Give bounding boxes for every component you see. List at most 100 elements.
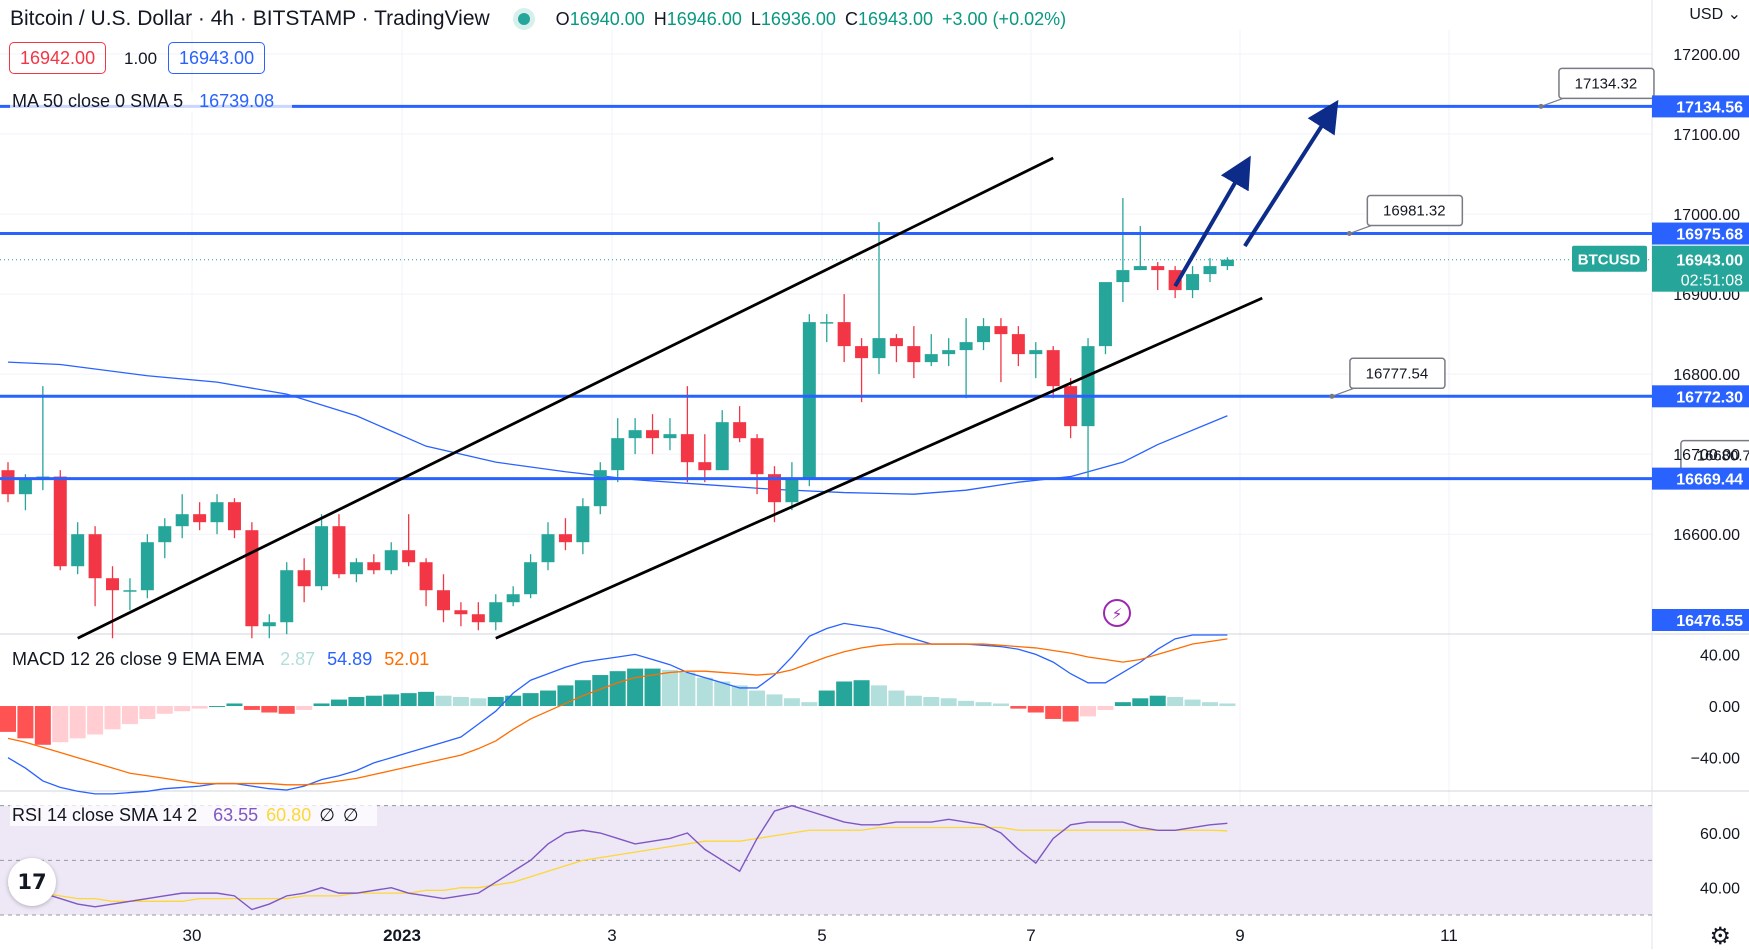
macd-hist-bar	[261, 706, 278, 713]
candle-body	[1029, 350, 1043, 355]
bottom-price-label: 16476.55	[1676, 613, 1743, 630]
candle-body	[872, 338, 886, 359]
rsi-axis-tick: 60.00	[1700, 826, 1740, 843]
channel-upper-line	[77, 156, 1054, 640]
candle-body	[733, 422, 747, 439]
candle-body	[855, 346, 869, 359]
macd-hist-bar	[1149, 695, 1166, 707]
candle-body	[959, 342, 973, 351]
candle-body	[663, 434, 677, 439]
sell-button[interactable]: 16942.00	[9, 42, 107, 74]
candle-body	[593, 470, 607, 507]
candle-body	[680, 434, 694, 463]
macd-hist-bar	[104, 706, 121, 730]
macd-line	[7, 622, 1228, 795]
macd-hist-bar	[348, 697, 365, 707]
macd-hist-bar	[975, 702, 992, 707]
price-callout-text: 16680.75	[1697, 448, 1749, 465]
macd-hist-bar	[888, 690, 905, 707]
candle-body	[994, 326, 1008, 335]
macd-axis-tick: 0.00	[1709, 699, 1740, 716]
macd-hist-bar	[278, 706, 295, 714]
macd-hist-bar	[958, 700, 975, 707]
candle-body	[262, 622, 276, 627]
candle-body	[907, 346, 921, 363]
macd-axis-tick: −40.00	[1691, 751, 1740, 768]
symbol-title[interactable]: Bitcoin / U.S. Dollar · 4h · BITSTAMP · …	[10, 7, 490, 30]
rsi-line	[7, 804, 1228, 911]
macd-hist-bar	[383, 694, 400, 707]
candle-body	[541, 534, 555, 563]
candle-body	[924, 354, 938, 363]
candle-body	[1203, 266, 1217, 275]
candle-body	[280, 570, 294, 623]
candle-body	[698, 462, 712, 471]
trend-arrow	[1243, 99, 1339, 248]
macd-legend[interactable]: MACD 12 26 close 9 EMA EMA 2.87 54.89 52.01	[10, 649, 448, 670]
level-price-label: 16772.30	[1676, 389, 1743, 406]
price-axis-tick: 16700.00	[1673, 447, 1740, 464]
candle-body	[1133, 266, 1147, 271]
callout-anchor	[1538, 103, 1544, 109]
macd-hist-bar	[1097, 706, 1114, 710]
candle-body	[53, 476, 67, 567]
level-price-tag	[1652, 467, 1749, 490]
macd-hist-bar	[243, 706, 260, 710]
macd-hist-bar	[452, 697, 469, 707]
tradingview-logo-icon[interactable]: 17	[8, 858, 56, 906]
channel-lower-line	[495, 296, 1263, 640]
macd-hist-bar	[661, 669, 678, 707]
spread-value: 1.00	[124, 49, 158, 68]
rsi-na-2: ∅	[342, 805, 359, 825]
candle-body	[210, 502, 224, 523]
macd-hist-bar	[1010, 706, 1027, 709]
ma-legend[interactable]: MA 50 close 0 SMA 5 16739.08	[10, 91, 293, 112]
candle-body	[158, 526, 172, 543]
macd-hist-bar	[627, 668, 644, 707]
candle-body	[367, 562, 381, 571]
macd-hist-bar	[1062, 706, 1079, 722]
last-price-label: 16943.00	[1676, 253, 1743, 270]
macd-hist-bar	[522, 693, 539, 707]
candle-body	[349, 562, 363, 575]
candles	[1, 198, 1234, 639]
buy-button[interactable]: 16943.00	[168, 42, 266, 74]
callout-pointer	[1540, 97, 1564, 107]
candle-body	[88, 534, 102, 579]
candle-body	[576, 506, 590, 543]
macd-hist-bar	[1219, 703, 1236, 707]
macd-hist-bar	[156, 706, 173, 714]
candle-body	[106, 578, 120, 591]
macd-hist-bar	[174, 706, 191, 712]
macd-hist-bar	[418, 691, 435, 707]
macd-hist-bar	[940, 698, 957, 707]
level-price-label: 16975.68	[1676, 227, 1743, 244]
candle-body	[402, 550, 416, 563]
price-callout-box	[1366, 194, 1464, 227]
candle-body	[384, 550, 398, 571]
rsi-legend[interactable]: RSI 14 close SMA 14 2 63.55 60.80 ∅ ∅	[10, 805, 377, 826]
gear-icon[interactable]: ⚙	[1709, 922, 1731, 950]
macd-hist-bar	[487, 697, 504, 707]
macd-hist-bar	[609, 671, 626, 707]
candle-body	[820, 322, 834, 324]
chevron-down-icon: ⌄	[1723, 6, 1741, 23]
currency-selector[interactable]: USD ⌄	[1689, 6, 1741, 23]
macd-hist-bar	[801, 702, 818, 707]
macd-hist-bar	[992, 703, 1009, 707]
callout-anchor	[1329, 393, 1335, 399]
rsi-label: RSI 14 close SMA 14 2	[12, 805, 198, 825]
price-axis-tick: 17100.00	[1673, 127, 1740, 144]
candle-body	[1168, 270, 1182, 291]
ohlc-open: O16940.00	[555, 8, 645, 29]
macd-hist-bar	[574, 680, 591, 707]
candle-body	[1011, 334, 1025, 355]
last-price-tag	[1652, 245, 1749, 292]
macd-hist-bar	[644, 668, 661, 707]
level-price-tag	[1652, 385, 1749, 408]
macd-hist-bar	[766, 694, 783, 707]
ma-label: MA 50 close 0 SMA 5	[12, 91, 184, 111]
candle-body	[140, 542, 154, 591]
price-axis-tick: 16800.00	[1673, 367, 1740, 384]
macd-hist-bar	[696, 677, 713, 707]
